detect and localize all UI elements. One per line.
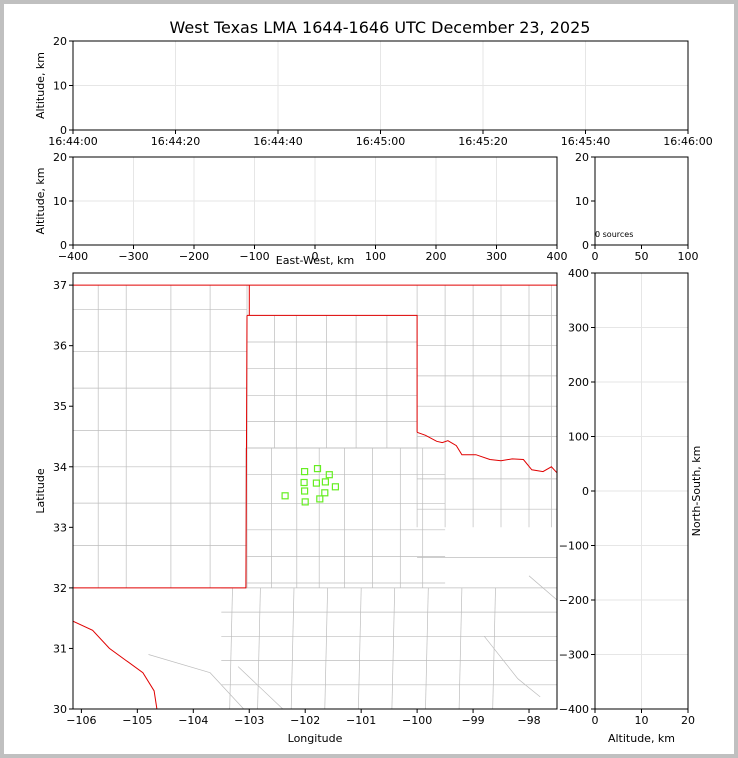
ew-panel-x-tick-label-1: −300 xyxy=(118,250,148,263)
ew-panel-ylabel: Altitude, km xyxy=(34,167,47,234)
source-point-0 xyxy=(281,492,289,500)
ew-panel-x-tick-label-5: 100 xyxy=(365,250,386,263)
source-point-5 xyxy=(313,465,322,473)
county-line-cv-6 xyxy=(425,587,429,709)
source-point-9 xyxy=(321,489,329,497)
source-point-11 xyxy=(331,483,339,491)
source-point-7 xyxy=(316,495,324,503)
ns-panel-x-tick-label-0: 0 xyxy=(592,714,599,727)
ew-panel-x-tick-label-2: −200 xyxy=(179,250,209,263)
map-panel-y-tick-label-1: 31 xyxy=(53,642,67,655)
map-layer xyxy=(73,284,557,709)
time-panel-x-tick-label-0: 16:44:00 xyxy=(48,135,97,148)
map-panel-ylabel: Latitude xyxy=(34,468,47,514)
county-line-cv-3 xyxy=(324,587,328,709)
hist-panel-annotation: 0 sources xyxy=(595,230,633,239)
source-point-4 xyxy=(301,498,309,506)
county-line-diag-3 xyxy=(237,666,284,709)
hist-panel-y-tick-label-1: 10 xyxy=(575,195,589,208)
ew-panel-y-tick-label-2: 20 xyxy=(53,151,67,164)
ew-panel-x-tick-label-0: −400 xyxy=(58,250,88,263)
ns-panel-y-tick-label-8: 400 xyxy=(568,267,589,280)
county-line-cv-0 xyxy=(229,587,233,709)
ew-panel-x-tick-label-6: 200 xyxy=(426,250,447,263)
map-panel-y-tick-label-7: 37 xyxy=(53,279,67,292)
ns-panel-y-tick-label-4: 0 xyxy=(582,485,589,498)
ns-panel-ylabel: North-South, km xyxy=(690,446,703,537)
map-panel-x-tick-label-0: −106 xyxy=(66,714,96,727)
map-panel-xlabel: Longitude xyxy=(288,732,343,745)
map-panel-x-tick-label-2: −104 xyxy=(178,714,208,727)
time-panel-y-tick-label-1: 10 xyxy=(53,80,67,93)
ew-panel-x-tick-label-8: 400 xyxy=(547,250,568,263)
ew-panel-x-tick-label-4: 0 xyxy=(312,250,319,263)
county-line-diag-1 xyxy=(528,575,557,601)
ns-panel-y-tick-label-3: −100 xyxy=(559,540,589,553)
hist-panel-y-tick-label-0: 0 xyxy=(582,239,589,252)
county-line-diag-0 xyxy=(484,636,541,698)
map-panel-y-tick-label-5: 35 xyxy=(53,400,67,413)
ew-panel-y-tick-label-0: 0 xyxy=(60,239,67,252)
time-panel-x-tick-label-6: 16:46:00 xyxy=(663,135,712,148)
source-point-8 xyxy=(321,478,329,486)
time-panel-y-tick-label-2: 20 xyxy=(53,35,67,48)
map-panel-y-tick-label-0: 30 xyxy=(53,703,67,716)
figure-title: West Texas LMA 1644-1646 UTC December 23… xyxy=(170,18,591,37)
state-border-panhandle xyxy=(247,314,418,433)
county-line-cv-2 xyxy=(290,587,295,709)
hist-panel-y-tick-label-2: 20 xyxy=(575,151,589,164)
time-panel-x-tick-label-3: 16:45:00 xyxy=(356,135,405,148)
map-panel-y-tick-label-4: 34 xyxy=(53,461,67,474)
ew-panel-x-tick-label-7: 300 xyxy=(486,250,507,263)
map-panel-x-tick-label-1: −105 xyxy=(122,714,152,727)
time-panel-x-tick-label-5: 16:45:40 xyxy=(561,135,610,148)
state-border-nm-tx xyxy=(73,315,248,589)
ew-panel-x-tick-label-3: −100 xyxy=(239,250,269,263)
map-panel-y-tick-label-6: 36 xyxy=(53,340,67,353)
state-border-rio-grande xyxy=(73,620,158,709)
county-line-cv-4 xyxy=(358,587,362,709)
map-panel-x-tick-label-3: −103 xyxy=(234,714,264,727)
time-panel-x-tick-label-4: 16:45:20 xyxy=(458,135,507,148)
map-panel-x-tick-label-7: −99 xyxy=(461,714,484,727)
hist-panel-x-tick-label-2: 100 xyxy=(678,250,699,263)
ns-panel-x-tick-label-2: 20 xyxy=(681,714,695,727)
ns-panel-xlabel: Altitude, km xyxy=(608,732,675,745)
source-point-6 xyxy=(312,479,320,487)
map-panel-frame xyxy=(72,272,558,710)
time-panel-x-tick-label-1: 16:44:20 xyxy=(151,135,200,148)
map-panel-x-tick-label-8: −98 xyxy=(517,714,540,727)
map-panel-y-tick-label-2: 32 xyxy=(53,582,67,595)
hist-panel-x-tick-label-1: 50 xyxy=(635,250,649,263)
county-line-cv-7 xyxy=(458,587,463,709)
ns-panel-x-tick-label-1: 10 xyxy=(635,714,649,727)
source-point-1 xyxy=(301,468,309,476)
map-panel-x-tick-label-5: −101 xyxy=(346,714,376,727)
ns-panel-y-tick-label-2: −200 xyxy=(559,594,589,607)
map-panel-y-tick-label-3: 33 xyxy=(53,521,67,534)
figure-svg: West Texas LMA 1644-1646 UTC December 23… xyxy=(34,18,713,745)
figure-canvas: West Texas LMA 1644-1646 UTC December 23… xyxy=(4,4,734,754)
county-line-cv-5 xyxy=(391,587,396,709)
time-panel-x-tick-label-2: 16:44:40 xyxy=(253,135,302,148)
map-panel-x-tick-label-6: −100 xyxy=(402,714,432,727)
source-point-2 xyxy=(300,478,308,487)
county-line-diag-2 xyxy=(148,654,244,709)
ew-panel-y-tick-label-1: 10 xyxy=(53,195,67,208)
map-panel-x-tick-label-4: −102 xyxy=(290,714,320,727)
source-point-10 xyxy=(325,471,333,479)
ns-panel-y-tick-label-1: −300 xyxy=(559,649,589,662)
ns-panel-y-tick-label-6: 200 xyxy=(568,376,589,389)
county-line-cv-1 xyxy=(257,587,261,709)
ew-panel-xlabel: East-West, km xyxy=(276,254,354,267)
hist-panel-x-tick-label-0: 0 xyxy=(592,250,599,263)
source-point-3 xyxy=(301,487,309,495)
ns-panel-y-tick-label-7: 300 xyxy=(568,322,589,335)
state-border-red-river xyxy=(416,431,557,474)
ns-panel-y-tick-label-0: −400 xyxy=(559,703,589,716)
ns-panel-y-tick-label-5: 100 xyxy=(568,431,589,444)
time-panel-ylabel: Altitude, km xyxy=(34,52,47,119)
time-panel-y-tick-label-0: 0 xyxy=(60,124,67,137)
